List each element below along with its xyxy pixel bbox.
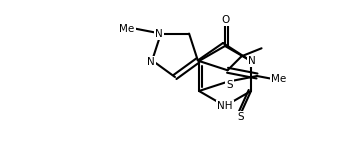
Text: N: N — [147, 57, 155, 67]
Text: NH: NH — [217, 101, 233, 111]
Text: Me: Me — [271, 74, 287, 84]
Text: Me: Me — [119, 24, 134, 34]
Text: O: O — [221, 15, 229, 25]
Text: S: S — [226, 80, 233, 90]
Text: N: N — [155, 29, 163, 39]
Text: S: S — [238, 112, 244, 122]
Text: N: N — [248, 56, 256, 66]
